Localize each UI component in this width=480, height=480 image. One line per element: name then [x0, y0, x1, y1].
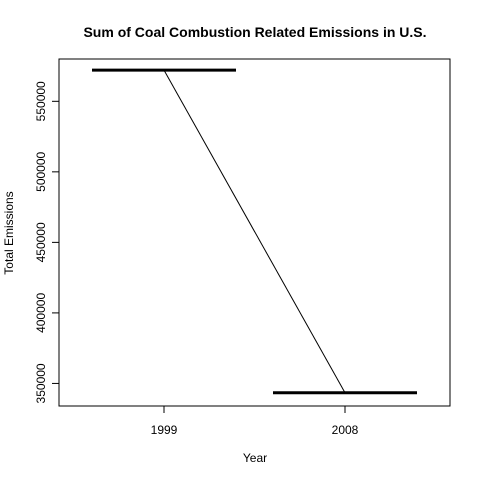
y-tick-label: 500000 [34, 151, 48, 191]
plot-area [92, 70, 417, 393]
x-tick-label: 1999 [151, 423, 178, 437]
series-line [164, 70, 345, 393]
y-tick-label: 400000 [34, 293, 48, 333]
x-tick-label: 2008 [332, 423, 359, 437]
y-tick-label: 550000 [34, 81, 48, 121]
x-axis-label: Year [243, 451, 267, 465]
plot-frame [59, 59, 450, 406]
y-axis-label: Total Emissions [2, 191, 16, 274]
y-axis: 350000 400000 450000 500000 550000 [34, 81, 59, 403]
y-tick-label: 350000 [34, 363, 48, 403]
x-axis: 1999 2008 [151, 406, 359, 437]
y-tick-label: 450000 [34, 222, 48, 262]
chart-title: Sum of Coal Combustion Related Emissions… [83, 24, 426, 40]
